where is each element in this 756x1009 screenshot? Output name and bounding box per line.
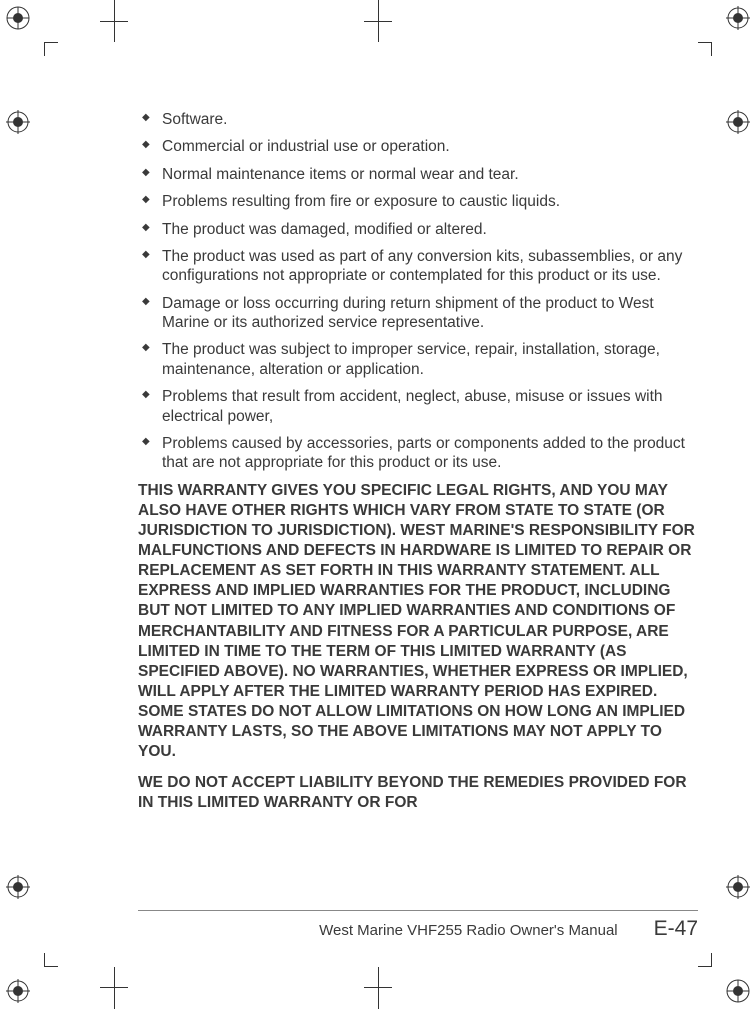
warranty-exclusions-list: Software. Commercial or industrial use o… xyxy=(138,110,698,473)
page-footer: West Marine VHF255 Radio Owner's Manual … xyxy=(138,910,698,941)
registration-mark-icon xyxy=(6,6,30,30)
footer-page-number: E-47 xyxy=(654,917,698,941)
registration-mark-icon xyxy=(6,979,30,1003)
list-item: Problems caused by accessories, parts or… xyxy=(138,434,698,473)
registration-mark-icon xyxy=(726,110,750,134)
list-item: The product was used as part of any conv… xyxy=(138,247,698,286)
list-item: Problems resulting from fire or exposure… xyxy=(138,192,698,211)
footer-title: West Marine VHF255 Radio Owner's Manual xyxy=(319,922,618,939)
list-item: Software. xyxy=(138,110,698,129)
registration-mark-icon xyxy=(726,979,750,1003)
page-content: Software. Commercial or industrial use o… xyxy=(138,110,698,813)
list-item: The product was damaged, modified or alt… xyxy=(138,220,698,239)
list-item: The product was subject to improper serv… xyxy=(138,340,698,379)
list-item: Normal maintenance items or normal wear … xyxy=(138,165,698,184)
registration-mark-icon xyxy=(726,875,750,899)
registration-mark-icon xyxy=(6,110,30,134)
list-item: Commercial or industrial use or operatio… xyxy=(138,137,698,156)
list-item: Problems that result from accident, negl… xyxy=(138,387,698,426)
registration-mark-icon xyxy=(6,875,30,899)
list-item: Damage or loss occurring during return s… xyxy=(138,294,698,333)
warranty-rights-paragraph: THIS WARRANTY GIVES YOU SPECIFIC LEGAL R… xyxy=(138,481,698,763)
registration-mark-icon xyxy=(726,6,750,30)
warranty-liability-paragraph: WE DO NOT ACCEPT LIABILITY BEYOND THE RE… xyxy=(138,773,698,813)
